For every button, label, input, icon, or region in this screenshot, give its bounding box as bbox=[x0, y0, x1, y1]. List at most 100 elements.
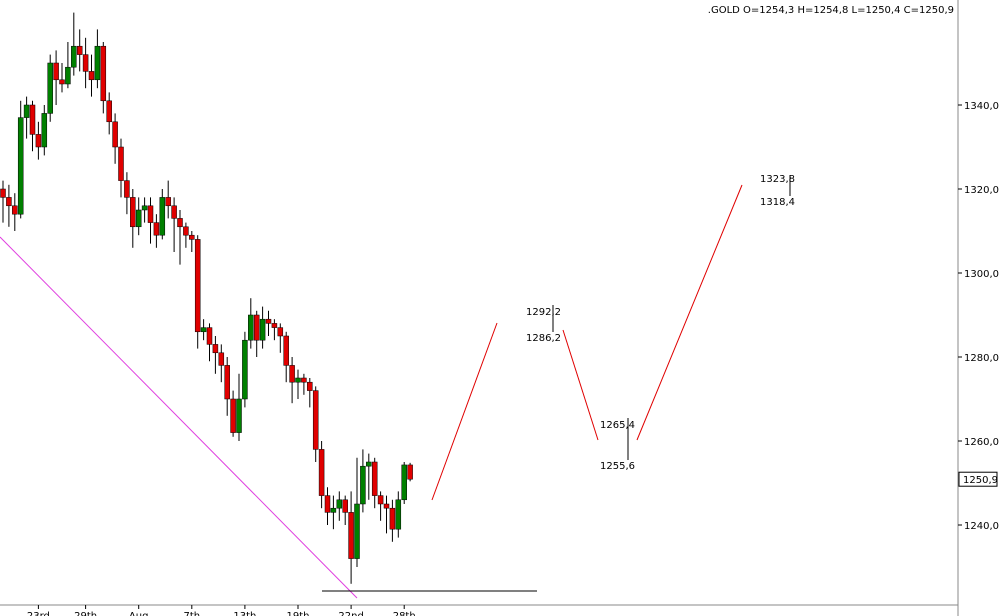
candle-body bbox=[118, 146, 124, 181]
candle-body bbox=[35, 134, 42, 148]
candle-body bbox=[88, 71, 95, 81]
y-tick-label: 1240,0 bbox=[964, 521, 999, 532]
candle-body bbox=[94, 45, 101, 81]
candle-body bbox=[177, 218, 183, 228]
candle-body bbox=[224, 365, 230, 400]
trend-line bbox=[0, 236, 358, 599]
candle-body bbox=[377, 495, 384, 505]
annotation: 1292,2 bbox=[526, 307, 561, 318]
candle-body bbox=[318, 449, 325, 496]
candle-body bbox=[65, 66, 71, 85]
x-tick-label: 22nd bbox=[338, 611, 363, 616]
header: .GOLD O=1254,3 H=1254,8 L=1250,4 C=1250,… bbox=[708, 5, 954, 16]
range-markers bbox=[552, 175, 791, 460]
projection bbox=[431, 184, 743, 501]
candle-body bbox=[41, 113, 48, 148]
candle-body bbox=[124, 180, 130, 198]
candle-body bbox=[71, 45, 77, 68]
x-tick-label: 19th bbox=[287, 611, 310, 616]
annotation: 1255,6 bbox=[600, 461, 635, 472]
projection-line bbox=[431, 322, 498, 501]
x-tick-label: 29th bbox=[74, 611, 97, 616]
projection-line bbox=[636, 184, 743, 441]
candle-body bbox=[12, 205, 18, 215]
y-tick-label: 1320,0 bbox=[964, 185, 999, 196]
x-tick-label: 28th bbox=[393, 611, 416, 616]
candle-body bbox=[100, 45, 107, 102]
y-tick-label: 1340,0 bbox=[964, 101, 999, 112]
candle-body bbox=[17, 117, 24, 215]
candle-body bbox=[23, 104, 30, 118]
candle-body bbox=[183, 226, 189, 236]
candle-body bbox=[366, 461, 372, 467]
candle-body bbox=[389, 507, 396, 530]
candle-body bbox=[47, 62, 53, 114]
x-tick-label: Aug bbox=[129, 611, 149, 616]
candle-body bbox=[206, 327, 213, 345]
candle-body bbox=[112, 121, 118, 148]
candle-body bbox=[277, 327, 284, 337]
candle-body bbox=[230, 398, 236, 433]
y-tick-label: 1300,0 bbox=[964, 269, 999, 280]
annotation: 1265,4 bbox=[600, 420, 635, 431]
candle-body bbox=[130, 197, 136, 228]
y-tick-label: 1260,0 bbox=[964, 437, 999, 448]
candle-body bbox=[401, 464, 407, 501]
candle-body bbox=[189, 234, 195, 240]
candle-body bbox=[165, 197, 171, 207]
candle-body bbox=[295, 377, 301, 383]
candle-body bbox=[141, 205, 148, 211]
candle-body bbox=[159, 197, 166, 236]
candle-body bbox=[265, 318, 272, 324]
candle-body bbox=[0, 188, 6, 198]
candle-body bbox=[248, 314, 254, 341]
annotation: 1318,4 bbox=[760, 197, 795, 208]
candle-body bbox=[236, 398, 242, 433]
candle-body bbox=[371, 461, 378, 496]
candle-body bbox=[212, 344, 219, 354]
candle-body bbox=[106, 100, 112, 123]
candle-body bbox=[171, 205, 177, 219]
candle-body bbox=[324, 495, 331, 513]
candle-body bbox=[259, 318, 266, 341]
candle-body bbox=[242, 339, 248, 400]
candle-body bbox=[29, 104, 36, 135]
candle-body bbox=[147, 205, 154, 223]
candle-body bbox=[253, 314, 260, 341]
candle-body bbox=[289, 365, 295, 383]
candle-body bbox=[312, 390, 319, 450]
candle-body bbox=[200, 327, 207, 333]
candle-body bbox=[342, 499, 348, 513]
x-tick-label: 13th bbox=[233, 611, 256, 616]
y-tick-label: 1280,0 bbox=[964, 353, 999, 364]
candle-body bbox=[301, 377, 307, 383]
last-price-label: 1250,9 bbox=[963, 475, 998, 486]
candle-body bbox=[6, 197, 12, 207]
candle-body bbox=[218, 352, 225, 366]
x-tick-label: 7th bbox=[183, 611, 200, 616]
candle-body bbox=[348, 512, 354, 559]
candle-body bbox=[336, 499, 343, 509]
candle-body bbox=[283, 335, 289, 366]
candle-body bbox=[135, 209, 142, 228]
x-tick-label: 23rd bbox=[27, 611, 50, 616]
candle-body bbox=[407, 464, 413, 480]
candle-body bbox=[395, 499, 402, 530]
candle-body bbox=[354, 503, 360, 559]
candle-body bbox=[53, 62, 59, 81]
candle-body bbox=[307, 381, 313, 391]
candle-body bbox=[360, 465, 366, 505]
candle-body bbox=[153, 222, 160, 236]
candle-body bbox=[330, 507, 337, 513]
candle-body bbox=[383, 503, 390, 509]
annotation: 1323,8 bbox=[760, 174, 795, 185]
candle-body bbox=[59, 79, 65, 85]
projection-line bbox=[562, 329, 599, 441]
annotation: 1286,2 bbox=[526, 333, 561, 344]
candle-body bbox=[82, 54, 89, 72]
last-price-box bbox=[958, 471, 998, 487]
candle-body bbox=[194, 239, 201, 333]
candle-body bbox=[76, 45, 83, 55]
candle-body bbox=[271, 323, 278, 328]
